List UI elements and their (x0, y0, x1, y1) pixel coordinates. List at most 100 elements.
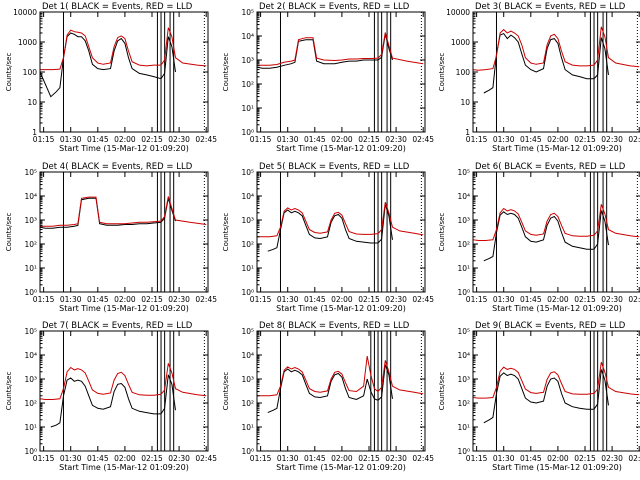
panel-det-6: Det 6( BLACK = Events, RED = LLD 10⁰ 10¹ 10… (438, 162, 640, 313)
y-tick-label: 10⁰ (24, 288, 37, 297)
y-tick-label: 1 (32, 128, 37, 137)
series-lld-line (257, 32, 424, 66)
x-tick-label: 02:45 (412, 135, 434, 144)
series-events-line (267, 364, 393, 414)
y-axis-title: Counts/sec (5, 213, 13, 252)
series-events-line (483, 210, 609, 262)
y-tick-label: 10⁵ (24, 327, 37, 336)
x-axis-title: Start Time (15-Mar-12 01:09:20) (492, 304, 622, 313)
x-tick-label: 02:00 (114, 454, 136, 463)
panel-title: Det 9( BLACK = Events, RED = LLD (475, 321, 626, 331)
x-axis-title: Start Time (15-Mar-12 01:09:20) (492, 463, 622, 472)
panel-det-4: Det 4( BLACK = Events, RED = LLD 10⁰ 10¹ 10… (5, 162, 217, 313)
y-tick-label: 10² (24, 399, 37, 408)
series-events-line (40, 197, 176, 229)
panel-det-5: Det 5( BLACK = Events, RED = LLD 10⁰ 10¹ 10… (222, 162, 434, 313)
x-tick-label: 02:30 (385, 135, 407, 144)
y-tick-label: 10⁰ (457, 447, 470, 456)
panel-title: Det 5( BLACK = Events, RED = LLD (259, 162, 410, 172)
y-tick-label: 10⁰ (241, 128, 254, 137)
x-tick-label: 01:45 (87, 454, 109, 463)
y-tick-label: 10⁴ (241, 351, 254, 360)
x-tick-label: 02:45 (195, 454, 217, 463)
x-tick-label: 01:45 (520, 135, 542, 144)
y-tick-label: 10³ (241, 375, 254, 384)
series-lld-line (473, 26, 640, 71)
series-events-line (50, 374, 176, 428)
x-tick-label: 01:15 (250, 135, 272, 144)
x-axis-title: Start Time (15-Mar-12 01:09:20) (276, 144, 406, 153)
y-tick-label: 10¹ (241, 264, 254, 273)
y-axis-title: Counts/sec (438, 53, 446, 92)
x-tick-label: 02:45 (195, 135, 217, 144)
x-tick-label: 02:30 (601, 295, 623, 304)
y-tick-label: 10⁰ (241, 288, 254, 297)
plot-frame (256, 11, 426, 133)
x-axis-title: Start Time (15-Mar-12 01:09:20) (492, 144, 622, 153)
panel-det-1: Det 1( BLACK = Events, RED = LLD 1 10 100 10… (5, 2, 217, 153)
y-tick-label: 10⁵ (457, 168, 470, 177)
x-tick-label: 01:45 (520, 295, 542, 304)
plot-frame (472, 11, 640, 133)
x-tick-label: 02:00 (547, 454, 569, 463)
y-tick-label: 10⁴ (24, 351, 37, 360)
x-tick-label: 01:45 (87, 295, 109, 304)
series-events-line (483, 32, 609, 94)
x-tick-label: 01:15 (33, 295, 55, 304)
plot-frame (39, 330, 209, 452)
x-tick-label: 02:30 (601, 135, 623, 144)
x-tick-label: 02:00 (547, 295, 569, 304)
y-tick-label: 10⁰ (24, 447, 37, 456)
x-tick-label: 02:45 (628, 295, 640, 304)
panel-title: Det 7( BLACK = Events, RED = LLD (42, 321, 193, 331)
x-tick-label: 01:45 (304, 135, 326, 144)
y-tick-label: 10⁴ (241, 32, 254, 41)
y-tick-label: 10⁴ (457, 351, 470, 360)
x-tick-label: 02:45 (195, 295, 217, 304)
panel-title: Det 3( BLACK = Events, RED = LLD (475, 2, 626, 12)
x-tick-label: 01:15 (33, 135, 55, 144)
panel-title: Det 6( BLACK = Events, RED = LLD (475, 162, 626, 172)
y-tick-label: 10¹ (241, 104, 254, 113)
panel-title: Det 2( BLACK = Events, RED = LLD (259, 2, 410, 12)
series-lld-line (257, 356, 424, 397)
x-axis-title: Start Time (15-Mar-12 01:09:20) (276, 304, 406, 313)
y-tick-label: 10 (460, 98, 470, 107)
x-tick-label: 02:00 (114, 135, 136, 144)
panel-title: Det 8( BLACK = Events, RED = LLD (259, 321, 410, 331)
x-tick-label: 01:30 (60, 135, 82, 144)
x-tick-label: 02:00 (547, 135, 569, 144)
x-axis-title: Start Time (15-Mar-12 01:09:20) (276, 463, 406, 472)
x-tick-label: 01:30 (493, 454, 515, 463)
y-tick-label: 10 (27, 98, 37, 107)
x-tick-label: 02:30 (168, 454, 190, 463)
x-axis-title: Start Time (15-Mar-12 01:09:20) (59, 304, 189, 313)
y-tick-label: 10³ (241, 56, 254, 65)
x-tick-label: 02:00 (331, 454, 353, 463)
x-axis-title: Start Time (15-Mar-12 01:09:20) (59, 144, 189, 153)
y-tick-label: 10⁴ (457, 192, 470, 201)
y-tick-label: 10⁰ (241, 447, 254, 456)
x-tick-label: 02:15 (574, 454, 596, 463)
y-axis-title: Counts/sec (438, 372, 446, 411)
y-axis-title: Counts/sec (438, 213, 446, 252)
plot-frame (39, 11, 209, 133)
y-tick-label: 10⁵ (241, 8, 254, 17)
y-tick-label: 10⁵ (241, 168, 254, 177)
x-tick-label: 02:30 (385, 454, 407, 463)
x-tick-label: 01:15 (466, 454, 488, 463)
plot-frame (472, 330, 640, 452)
x-tick-label: 02:15 (358, 135, 380, 144)
y-tick-label: 1 (465, 128, 470, 137)
y-tick-label: 10² (457, 240, 470, 249)
x-tick-label: 01:45 (520, 454, 542, 463)
panel-title: Det 4( BLACK = Events, RED = LLD (42, 162, 193, 172)
plot-frame (256, 171, 426, 293)
series-events-line (483, 369, 609, 424)
x-tick-label: 02:00 (114, 295, 136, 304)
x-tick-label: 01:15 (466, 295, 488, 304)
x-tick-label: 02:15 (141, 135, 163, 144)
y-axis-title: Counts/sec (222, 372, 230, 411)
y-axis-title: Counts/sec (5, 53, 13, 92)
y-tick-label: 10000 (446, 8, 470, 17)
